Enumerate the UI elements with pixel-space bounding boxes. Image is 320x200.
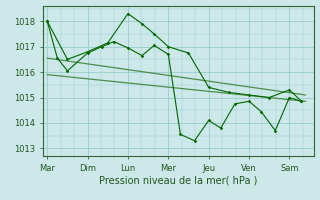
X-axis label: Pression niveau de la mer( hPa ): Pression niveau de la mer( hPa ): [99, 175, 258, 185]
